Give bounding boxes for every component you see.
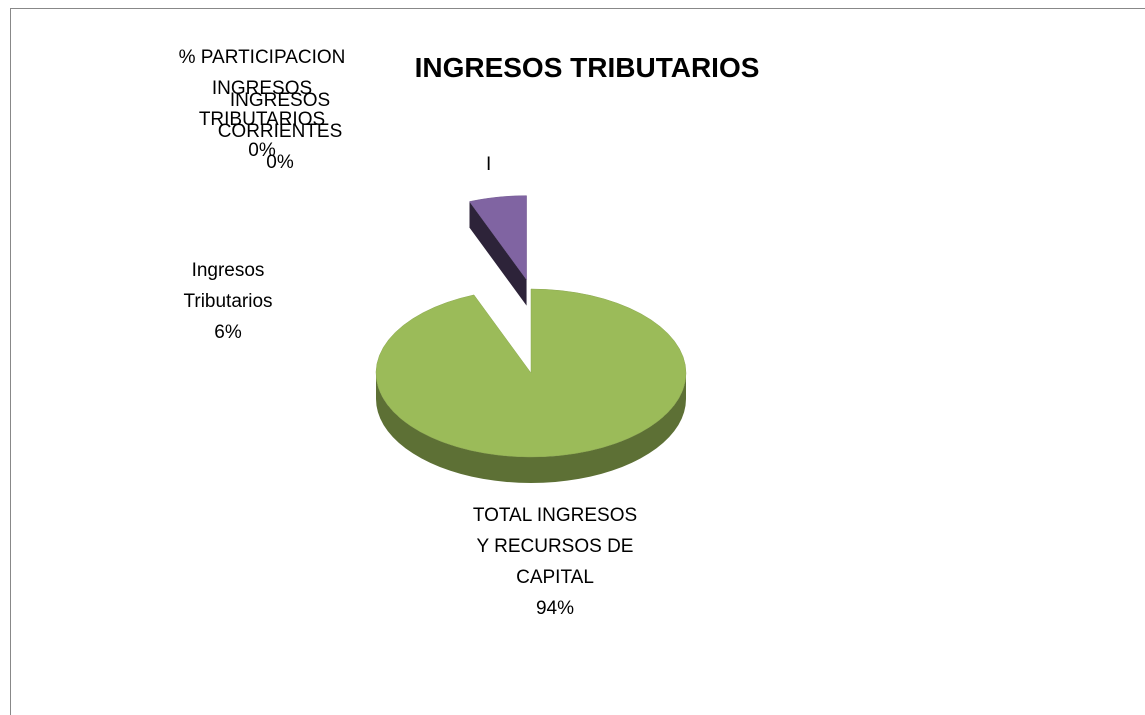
- pie-slice-face: [469, 201, 527, 306]
- value-label: 0%: [266, 152, 294, 173]
- chart-frame: [10, 8, 1145, 715]
- category-label: Ingresos Tributarios: [183, 260, 273, 312]
- data-label: % PARTICIPACION INGRESOS TRIBUTARIOS 0%: [165, 42, 360, 166]
- value-label: 0%: [248, 140, 276, 161]
- value-label: 6%: [214, 322, 242, 343]
- category-label: TOTAL INGRESOS Y RECURSOS DE CAPITAL: [472, 505, 638, 588]
- data-label: Ingresos Tributarios 6%: [168, 255, 288, 348]
- data-label: INGRESOS CORRIENTES 0%: [215, 85, 345, 178]
- pie-slice: [375, 288, 687, 458]
- pie-slice: [469, 195, 527, 281]
- category-label: INGRESOS CORRIENTES: [217, 90, 343, 142]
- pie-slice-side: [376, 373, 686, 483]
- data-label: TOTAL INGRESOS Y RECURSOS DE CAPITAL 94%: [465, 500, 645, 624]
- value-label: 94%: [535, 598, 575, 619]
- annotation: I: [486, 154, 492, 175]
- pie-slice-group: [469, 195, 527, 306]
- chart-title: INGRESOS TRIBUTARIOS: [414, 52, 760, 83]
- category-label: % PARTICIPACION INGRESOS TRIBUTARIOS: [178, 47, 346, 130]
- pie-slice-group: [375, 288, 687, 483]
